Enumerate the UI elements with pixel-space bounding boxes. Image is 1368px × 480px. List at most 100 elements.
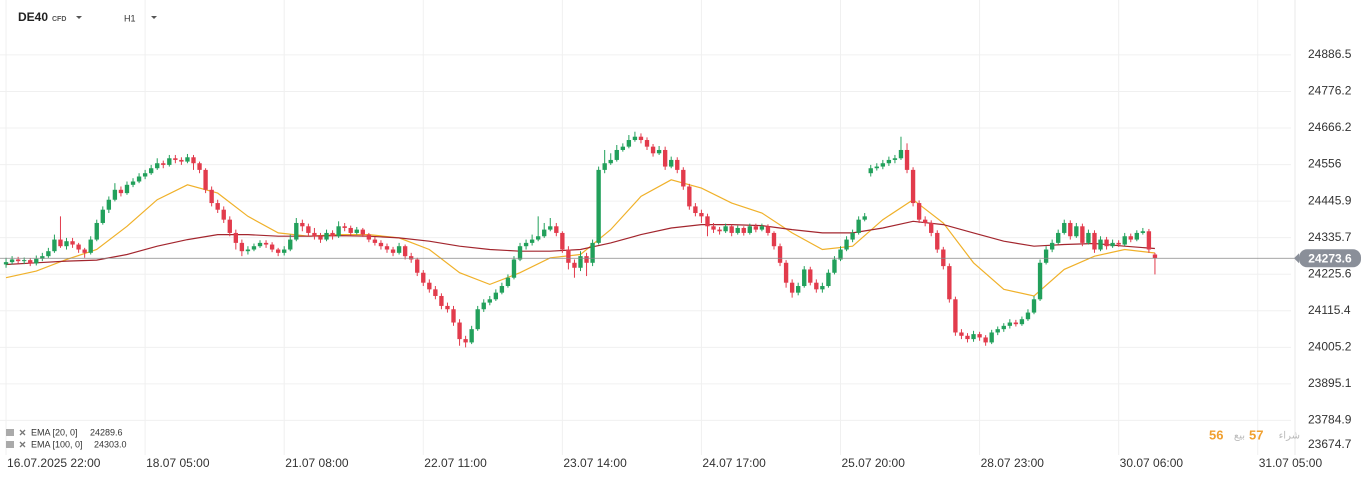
- candle-body: [916, 203, 922, 220]
- candle-body: [1001, 325, 1006, 330]
- sell-label: بيع: [1234, 431, 1245, 442]
- candle-body: [644, 140, 650, 147]
- candle-body: [384, 246, 390, 250]
- candle-body: [1134, 232, 1139, 240]
- candle-body: [275, 249, 281, 253]
- candle-body: [396, 246, 402, 253]
- candle-body: [499, 286, 505, 293]
- candle-body: [542, 229, 547, 237]
- candle-body: [366, 234, 372, 240]
- candle-body: [161, 163, 166, 165]
- quote: 56 بيع 57 شراء: [1209, 427, 1300, 442]
- candle-body: [796, 286, 801, 293]
- candle-body: [475, 309, 480, 330]
- candle-body: [269, 244, 275, 250]
- candle-body: [578, 256, 583, 268]
- candle-body: [729, 226, 734, 233]
- candle-body: [106, 199, 112, 210]
- dropdown-icon[interactable]: [76, 16, 82, 19]
- x-tick-label: 30.07 06:00: [1120, 456, 1184, 470]
- candle-body: [868, 168, 873, 174]
- candle-body: [493, 292, 499, 300]
- y-tick-label: 24445.9: [1308, 193, 1352, 207]
- x-tick-label: 25.07 20:00: [842, 456, 906, 470]
- candle-body: [215, 203, 220, 210]
- candle-body: [209, 189, 214, 204]
- candle-body: [46, 251, 51, 257]
- candle-body: [94, 222, 99, 240]
- last-price-tag: [1299, 249, 1361, 268]
- candle-body: [348, 227, 353, 233]
- candle-body: [439, 295, 444, 306]
- candle-body: [142, 173, 148, 177]
- candle-body: [124, 184, 130, 194]
- y-tick-label: 23784.9: [1308, 413, 1352, 427]
- header[interactable]: DE40 CFD H1: [18, 10, 157, 24]
- candle-body: [602, 163, 607, 170]
- x-tick-label: 18.07 05:00: [146, 456, 210, 470]
- candle-body: [76, 244, 81, 250]
- symbol[interactable]: DE40: [18, 10, 48, 24]
- candle-body: [203, 169, 208, 190]
- candle-body: [783, 262, 789, 283]
- candle-body: [995, 329, 1000, 333]
- candle-body: [451, 309, 456, 323]
- candle-body: [892, 158, 898, 160]
- candle-body: [300, 222, 305, 227]
- x-tick-label: 23.07 14:00: [563, 456, 627, 470]
- candle-body: [983, 337, 988, 343]
- candle-body: [880, 163, 886, 167]
- candle-body: [88, 239, 93, 253]
- candle-body: [463, 339, 468, 343]
- dropdown-icon[interactable]: [151, 16, 157, 19]
- candle-body: [433, 289, 438, 296]
- candle-body: [862, 216, 867, 220]
- candle-body: [34, 258, 39, 264]
- candle-body: [941, 249, 946, 267]
- x-tick-label: 16.07.2025 22:00: [7, 456, 101, 470]
- candle-body: [1062, 222, 1067, 233]
- candle-body: [584, 256, 589, 263]
- last-price-label: 24273.6: [1308, 251, 1352, 265]
- candle-body: [614, 149, 619, 160]
- candle-body: [1037, 262, 1043, 300]
- candle-body: [560, 232, 565, 250]
- candle-body: [929, 222, 934, 233]
- candle-body: [608, 159, 613, 164]
- sell-price: 56: [1209, 427, 1223, 442]
- candle-body: [620, 146, 626, 150]
- last-price-pointer: [1294, 253, 1299, 264]
- candle-body: [118, 189, 124, 194]
- candle-body: [820, 286, 825, 290]
- candle-body: [409, 256, 414, 260]
- timeframe[interactable]: H1: [124, 13, 136, 23]
- candle-body: [959, 332, 964, 336]
- candle-body: [1110, 242, 1115, 247]
- candle-body: [675, 159, 680, 170]
- y-tick-label: 24886.5: [1308, 47, 1352, 61]
- candle-body: [874, 166, 879, 169]
- buy-label: شراء: [1279, 431, 1300, 442]
- y-tick-label: 24556: [1308, 157, 1342, 171]
- candle-body: [288, 239, 293, 250]
- candle-body: [136, 176, 142, 182]
- candle-body: [22, 260, 27, 262]
- y-tick-label: 24666.2: [1308, 120, 1352, 134]
- candle-body: [1092, 232, 1097, 250]
- candle-body: [814, 282, 819, 290]
- candle-body: [28, 260, 33, 264]
- candle-body: [130, 181, 136, 185]
- candle-body: [886, 159, 892, 164]
- candle-body: [191, 157, 196, 164]
- instrument: CFD: [52, 16, 66, 23]
- candle-body: [1122, 236, 1127, 245]
- x-tick-label: 21.07 08:00: [285, 456, 349, 470]
- candle-body: [856, 219, 861, 233]
- candle-body: [1068, 222, 1073, 237]
- candle-body: [245, 249, 251, 252]
- candle-body: [693, 206, 698, 214]
- candle-body: [197, 163, 202, 170]
- candle-body: [9, 259, 15, 263]
